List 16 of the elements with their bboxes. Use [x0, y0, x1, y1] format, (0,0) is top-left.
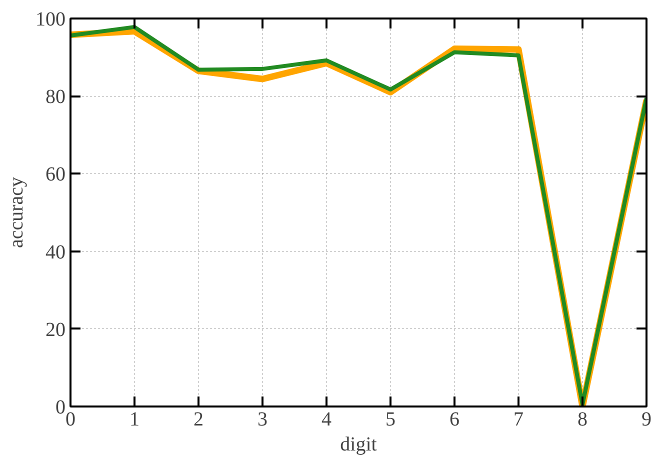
y-tick-label: 80	[46, 86, 66, 108]
x-tick-label: 3	[258, 408, 268, 430]
x-tick-label: 7	[514, 408, 524, 430]
x-tick-label: 9	[642, 408, 652, 430]
x-tick-label: 2	[194, 408, 204, 430]
y-tick-label: 40	[46, 241, 66, 264]
x-tick-label: 8	[578, 408, 588, 430]
y-tick-label: 60	[46, 164, 66, 186]
y-tick-label: 20	[46, 318, 66, 341]
y-axis-title: accuracy	[6, 176, 28, 248]
x-tick-label: 1	[130, 408, 140, 430]
x-tick-label: 6	[450, 408, 460, 430]
y-tick-label: 100	[36, 8, 66, 30]
x-tick-label: 4	[322, 408, 332, 430]
x-tick-label: 5	[386, 408, 396, 430]
x-axis-title: digit	[340, 434, 378, 456]
